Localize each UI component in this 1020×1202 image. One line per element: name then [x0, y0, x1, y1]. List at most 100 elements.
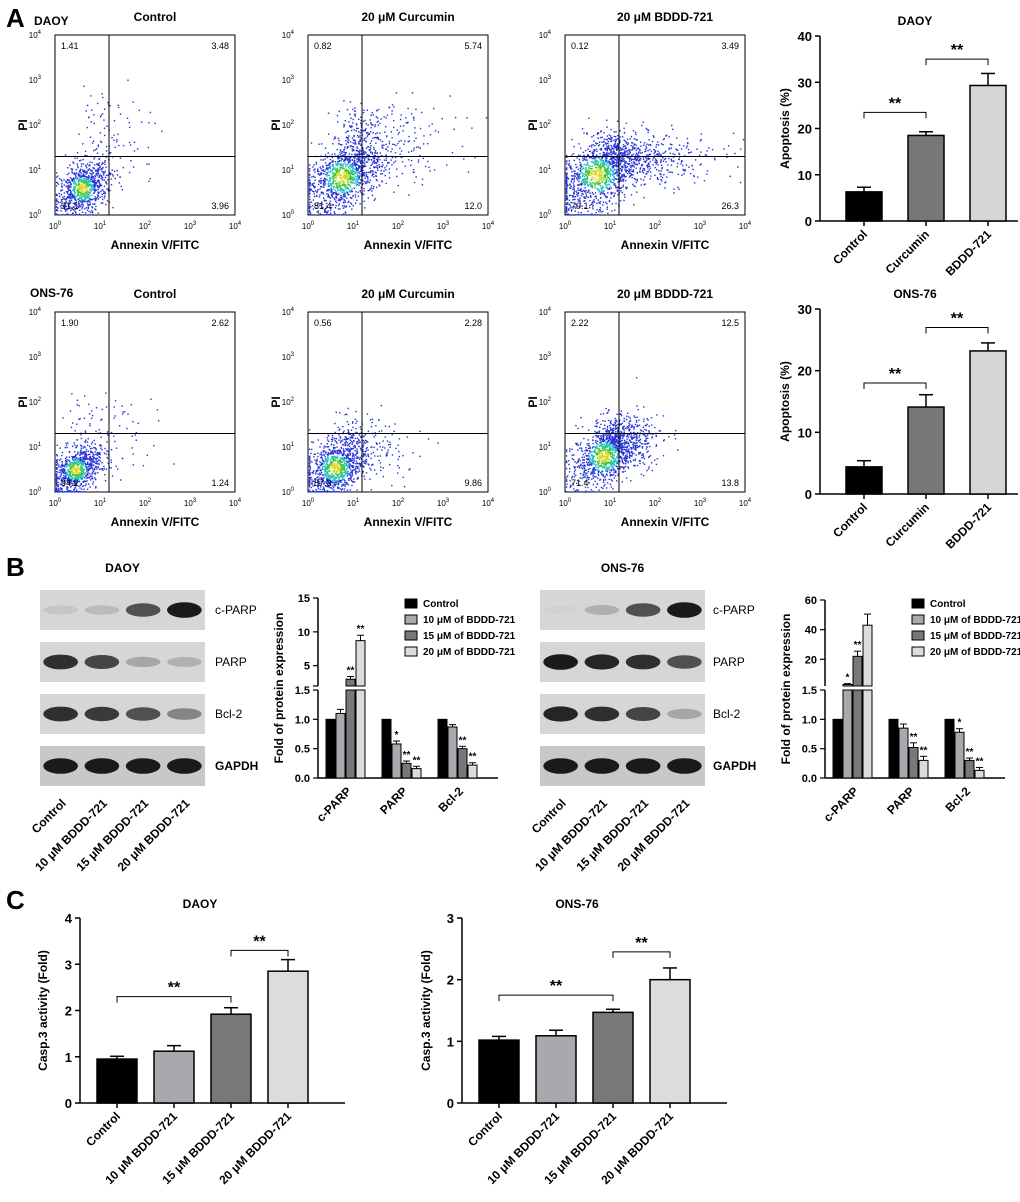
flow-x-tick: 100 — [49, 221, 62, 231]
flow-event — [68, 179, 70, 181]
flow-event — [319, 194, 321, 196]
flow-event — [60, 474, 62, 476]
flow-event — [359, 143, 361, 145]
flow-event — [324, 154, 327, 156]
flow-event — [351, 148, 353, 150]
flow-event — [308, 203, 311, 205]
flow-event — [341, 188, 343, 190]
flow-event — [365, 147, 368, 149]
flow-event — [356, 171, 359, 174]
flow-event — [65, 198, 67, 200]
flow-event — [385, 148, 387, 151]
flow-event — [78, 475, 80, 477]
flow-event — [327, 152, 329, 154]
flow-event — [71, 208, 73, 210]
flow-event — [361, 160, 364, 162]
flow-event — [593, 149, 596, 151]
flow-event — [87, 176, 90, 179]
flow-event — [729, 175, 731, 178]
flow-event — [322, 169, 325, 171]
flow-event — [345, 187, 348, 190]
flow-event — [419, 154, 421, 157]
flow-event — [359, 182, 362, 184]
flow-event — [84, 200, 86, 203]
flow-event — [595, 197, 598, 200]
flow-event — [68, 204, 70, 206]
flow-event — [119, 113, 122, 115]
flow-event — [140, 121, 143, 123]
flow-event — [662, 157, 664, 159]
flow-event — [332, 192, 335, 194]
flow-event — [599, 182, 601, 184]
flow-event — [89, 184, 92, 186]
flow-event — [99, 432, 101, 434]
flow-event — [628, 163, 631, 165]
flow-event — [65, 201, 67, 204]
flow-event — [388, 172, 391, 174]
flow-event — [67, 489, 69, 492]
flow-event — [92, 187, 94, 190]
flow-event — [350, 177, 352, 179]
flow-event — [379, 158, 381, 161]
flow-event — [584, 179, 587, 182]
flow-event — [615, 161, 617, 163]
flow-event — [101, 193, 103, 195]
flow-event — [331, 196, 333, 198]
flow-y-tick-exp: 0 — [38, 210, 42, 216]
flow-event — [95, 487, 97, 489]
flow-event — [70, 491, 73, 493]
flow-event — [78, 182, 80, 185]
flow-event — [595, 154, 598, 156]
flow-event — [337, 170, 339, 173]
flow-event — [102, 171, 104, 173]
flow-event — [573, 170, 575, 172]
flow-event — [622, 178, 625, 180]
flow-event — [623, 160, 626, 162]
panel-label-c: C — [6, 885, 25, 915]
flow-event — [418, 146, 420, 148]
flow-event — [591, 214, 593, 216]
flow-event — [620, 169, 623, 171]
flow-event — [74, 174, 77, 176]
flow-event — [686, 145, 688, 147]
flow-event — [321, 169, 323, 172]
flow-event — [587, 173, 589, 175]
flow-event — [326, 164, 329, 167]
flow-event — [580, 147, 582, 149]
flow-event — [65, 181, 68, 183]
flow-event — [344, 146, 346, 148]
flow-event — [342, 166, 344, 168]
flow-event — [55, 206, 58, 208]
flow-event — [645, 147, 648, 149]
flow-event — [373, 166, 375, 168]
flow-event — [97, 466, 99, 469]
flow-event — [81, 194, 83, 196]
flow-event — [103, 171, 106, 174]
flow-event — [604, 161, 606, 163]
flow-event — [627, 163, 630, 166]
flow-event — [654, 150, 657, 153]
flow-event — [342, 168, 344, 170]
flow-event — [72, 458, 74, 460]
flow-event — [578, 175, 581, 177]
flow-event — [86, 186, 88, 188]
flow-event — [610, 181, 613, 184]
flow-event — [605, 169, 608, 172]
flow-event — [605, 186, 607, 188]
flow-event — [626, 153, 629, 156]
flow-event — [627, 162, 629, 165]
flow-event — [684, 169, 686, 171]
flow-event — [375, 175, 378, 177]
flow-event — [84, 480, 87, 483]
flow-event — [349, 190, 352, 192]
flow-event — [325, 207, 328, 209]
flow-event — [81, 470, 83, 473]
flow-event — [314, 190, 317, 192]
flow-event — [615, 146, 617, 149]
flow-event — [671, 171, 674, 174]
flow-event — [614, 178, 616, 180]
flow-event — [670, 158, 672, 161]
flow-event — [150, 398, 152, 400]
flow-event — [598, 177, 601, 180]
flow-event — [343, 160, 345, 162]
